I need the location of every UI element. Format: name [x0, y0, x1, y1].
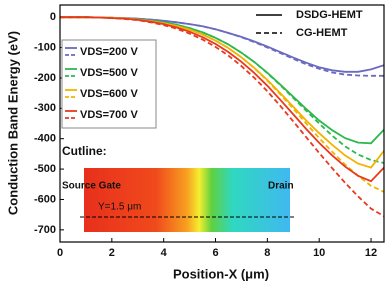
line-cg [60, 16, 385, 164]
legend-label: VDS=600 V [80, 88, 138, 100]
y-tick-label: -400 [34, 133, 56, 145]
y-tick-label: -200 [34, 72, 56, 84]
line-cg [60, 16, 384, 77]
y-tick-label: -100 [34, 41, 56, 53]
plot-frame [59, 4, 385, 243]
style-label: CG-HEMT [296, 27, 348, 39]
x-tick-label: 6 [212, 247, 218, 259]
inset-title: Cutline: [62, 144, 107, 158]
style-label: DSDG-HEMT [296, 9, 363, 21]
y-tick-label: -700 [34, 224, 56, 236]
x-tick-label: 0 [57, 247, 63, 259]
x-tick-label: 8 [264, 247, 270, 259]
x-axis-label: Position-X (μm) [173, 266, 269, 281]
y-tick-label: 0 [50, 11, 56, 23]
field-map [84, 168, 290, 232]
legend-label: VDS=500 V [80, 67, 138, 79]
inset-label: Source Gate [62, 181, 121, 192]
y-tick-label: -500 [34, 163, 56, 175]
inset-label: Drain [268, 181, 294, 192]
inset: Cutline: Source Gate Drain Y=1.5 μm [62, 144, 296, 232]
line-cg [60, 16, 385, 217]
y-axis-label: Conduction Band Energy (eV) [5, 31, 20, 215]
x-tick-label: 2 [109, 247, 115, 259]
line-dsdg [60, 16, 385, 183]
legend-box [61, 39, 157, 129]
legend-label: VDS=700 V [80, 109, 138, 121]
inset-label: Y=1.5 μm [98, 202, 141, 213]
x-tick-label: 12 [365, 247, 377, 259]
y-tick-label: -300 [34, 102, 56, 114]
x-tick-label: 10 [313, 247, 325, 259]
y-tick-label: -600 [34, 193, 56, 205]
legend-label: VDS=200 V [80, 46, 138, 58]
x-tick-label: 4 [161, 247, 168, 259]
